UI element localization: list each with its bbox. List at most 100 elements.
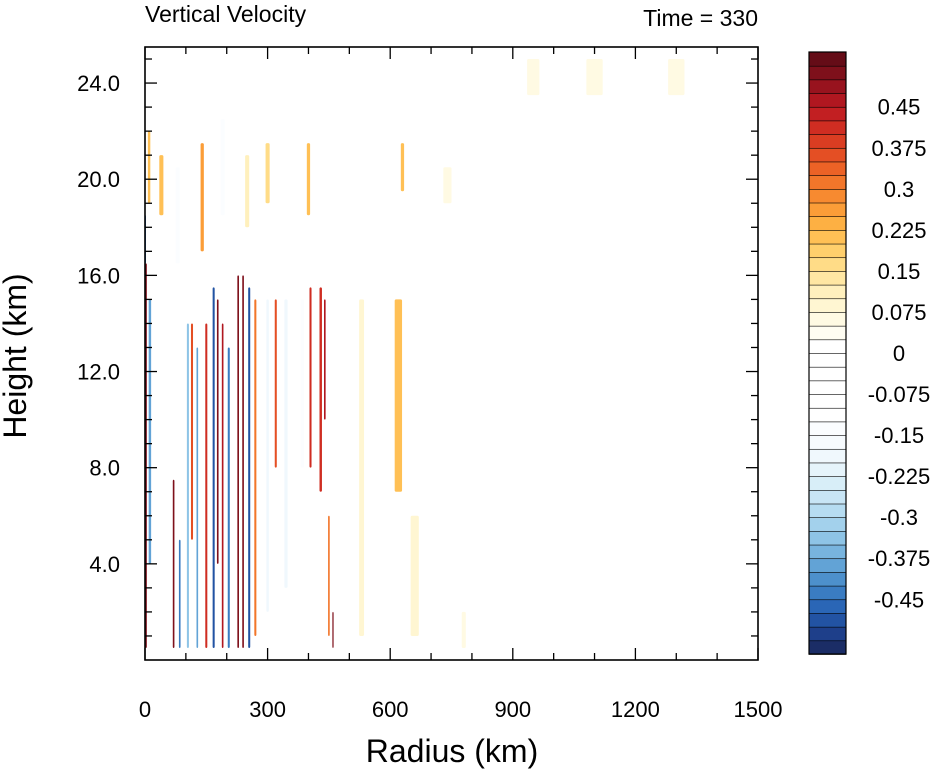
heatmap-cell <box>147 131 151 204</box>
colorbar-swatch <box>808 229 847 245</box>
colorbar-frame <box>808 51 847 655</box>
heatmap-cell <box>461 611 466 648</box>
colorbar-label: 0.225 <box>871 218 926 243</box>
heatmap-cell <box>221 323 224 648</box>
heatmap-cell <box>359 299 365 636</box>
colorbar-label: -0.075 <box>868 382 930 407</box>
colorbar-label: 0 <box>893 341 905 366</box>
heatmap-cell <box>375 299 380 444</box>
colorbar-swatch <box>808 311 847 327</box>
colorbar-swatch <box>808 448 847 464</box>
heatmap-cell <box>290 155 295 240</box>
colorbar-swatch <box>808 339 847 354</box>
heatmap-cell <box>237 275 239 648</box>
colorbar-label: -0.15 <box>874 423 924 448</box>
heatmap-cell <box>328 515 330 636</box>
colorbar-swatch <box>808 544 847 560</box>
heatmap-cell <box>668 59 685 96</box>
heatmap-cell <box>200 143 204 252</box>
x-tick-label: 600 <box>372 697 409 722</box>
heatmap-cell <box>400 143 405 192</box>
heatmap-cell <box>190 323 194 540</box>
colorbar-swatch <box>808 366 847 382</box>
chart-title-left: Vertical Velocity <box>145 1 307 27</box>
colorbar-swatch <box>808 598 847 614</box>
colorbar-swatch <box>808 626 847 642</box>
heatmap-cell <box>338 299 344 636</box>
heatmap-cell <box>186 323 189 648</box>
colorbar-swatch <box>808 65 847 81</box>
colorbar-label: 0.15 <box>878 259 921 284</box>
colorbar-labels: 0.45 0.375 0.3 0.225 0.15 0.075 0 -0.075 -0.15 -0… <box>868 95 930 613</box>
colorbar-swatch <box>808 188 847 204</box>
x-tick-label: 900 <box>494 697 531 722</box>
colorbar-swatch <box>808 380 847 395</box>
colorbar-swatch <box>808 393 847 409</box>
colorbar-swatch <box>808 640 847 655</box>
heatmap-cell <box>159 155 164 216</box>
colorbar-swatch <box>808 585 847 601</box>
colorbar-swatch <box>808 516 847 532</box>
heatmap-field <box>145 59 685 648</box>
colorbar-swatch <box>808 434 847 450</box>
colorbar-swatch <box>808 243 847 259</box>
heatmap-cell <box>443 167 452 204</box>
heatmap-cell <box>205 323 208 648</box>
x-tick-label: 1200 <box>611 697 660 722</box>
colorbar-swatch <box>808 284 847 300</box>
x-axis-label: Radius (km) <box>366 733 538 769</box>
heatmap-cell <box>300 299 304 468</box>
colorbar-swatch <box>808 407 847 423</box>
colorbar-swatch <box>808 421 847 436</box>
heatmap-cell <box>196 347 199 648</box>
heatmap-cell <box>284 299 288 588</box>
colorbar-swatch <box>808 325 847 341</box>
colorbar-swatch <box>808 297 847 313</box>
colorbar-label: 0.375 <box>871 136 926 161</box>
heatmap-cell <box>274 299 277 468</box>
colorbar-swatch <box>808 270 847 286</box>
colorbar-swatch <box>808 489 847 505</box>
heatmap-cell <box>527 59 540 96</box>
heatmap-cell <box>148 299 152 564</box>
colorbar-swatch <box>808 571 847 587</box>
heatmap-cell <box>248 287 251 648</box>
heatmap-cell <box>418 143 427 228</box>
heatmap-cell <box>265 143 270 204</box>
colorbar-label: -0.375 <box>868 546 930 571</box>
heatmap-cell <box>394 299 403 492</box>
heatmap-cell <box>323 299 326 420</box>
heatmap-cell <box>319 287 322 492</box>
plot-frame <box>144 46 759 661</box>
heatmap-cell <box>245 155 250 228</box>
colorbar-swatch <box>808 215 847 231</box>
colorbar-label: -0.225 <box>868 464 930 489</box>
x-tick-label: 1500 <box>734 697 783 722</box>
y-tick-label: 24.0 <box>77 71 120 96</box>
y-tick-label: 4.0 <box>89 552 120 577</box>
colorbar-swatch <box>808 133 847 149</box>
colorbar-swatch <box>808 174 847 190</box>
heatmap-cell <box>410 515 419 636</box>
colorbar-swatch <box>808 462 847 477</box>
colorbar-swatch <box>808 161 847 176</box>
colorbar-label: 0.3 <box>884 177 915 202</box>
y-tick-label: 20.0 <box>77 167 120 192</box>
colorbar-swatch <box>808 120 847 135</box>
heatmap-cell <box>212 287 215 648</box>
heatmap-cell <box>227 347 230 648</box>
colorbar-swatch <box>808 106 847 122</box>
heatmap-cell <box>242 275 244 648</box>
heatmap-cell <box>254 299 257 636</box>
colorbar-swatch <box>808 612 847 628</box>
colorbar-swatch <box>808 503 847 518</box>
colorbar-swatch <box>808 475 847 491</box>
heatmap-cell <box>172 479 175 648</box>
heatmap-cell <box>220 119 225 216</box>
colorbar-swatch <box>808 256 847 272</box>
y-tick-label: 8.0 <box>89 456 120 481</box>
colorbar-label: 0.45 <box>878 95 921 120</box>
colorbar-swatch <box>808 79 847 94</box>
heatmap-cell <box>178 539 181 648</box>
